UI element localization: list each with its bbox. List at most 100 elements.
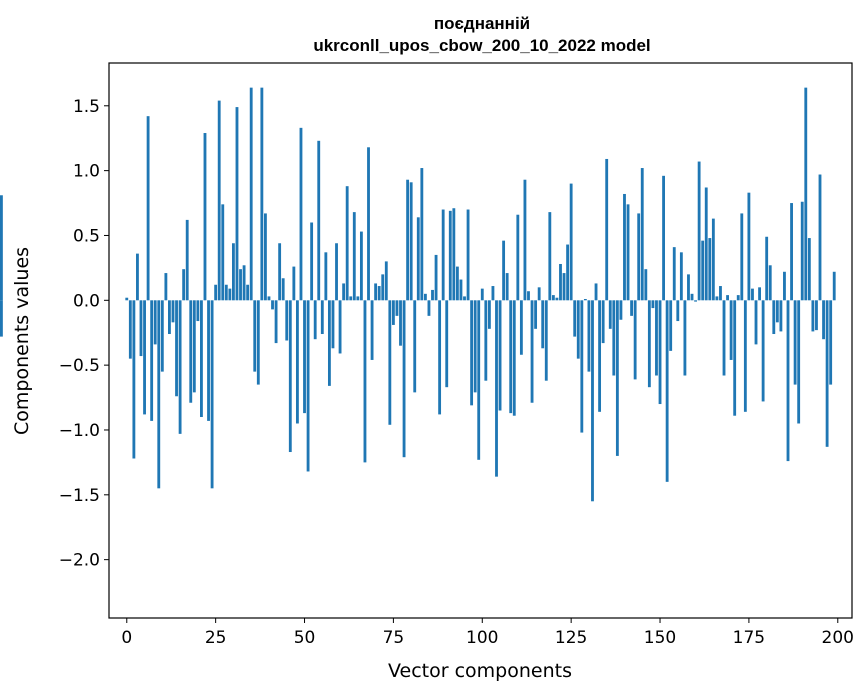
bar: [818, 174, 822, 301]
bar: [633, 300, 637, 380]
bar: [594, 283, 598, 301]
bar: [797, 300, 801, 424]
bar: [150, 300, 154, 421]
bar: [157, 300, 161, 489]
bar: [583, 299, 587, 301]
bar: [423, 293, 427, 301]
bar: [146, 116, 150, 301]
bar: [786, 300, 790, 462]
x-tick-label: 75: [383, 628, 405, 648]
bar: [559, 263, 562, 301]
bar: [640, 168, 644, 301]
bar: [487, 300, 491, 329]
bar: [409, 182, 413, 301]
bar: [765, 236, 769, 301]
bar: [509, 300, 513, 414]
bar: [413, 300, 417, 393]
bar: [544, 300, 548, 381]
bar: [288, 300, 292, 453]
bar: [491, 286, 495, 301]
bar: [519, 300, 523, 355]
bar: [153, 300, 157, 345]
bar: [587, 300, 591, 372]
bar: [580, 300, 584, 433]
bar: [523, 179, 527, 301]
bar: [139, 300, 143, 357]
bar: [406, 179, 410, 301]
bar: [626, 204, 630, 301]
bar: [278, 243, 282, 301]
bar: [363, 300, 367, 463]
bar: [573, 300, 577, 337]
bar: [726, 295, 729, 301]
bar: [420, 168, 424, 301]
bar: [466, 209, 470, 301]
bar: [605, 158, 609, 301]
bar: [349, 296, 353, 301]
bar: [527, 291, 530, 301]
bar: [182, 269, 186, 301]
bar: [534, 300, 538, 329]
bar: [751, 288, 754, 301]
bar: [804, 87, 808, 301]
bar: [441, 209, 445, 301]
bar: [427, 300, 431, 316]
bar: [754, 300, 758, 345]
bar: [274, 300, 278, 344]
bar: [502, 240, 506, 301]
bar: [359, 231, 363, 301]
bar: [445, 300, 449, 388]
bar: [644, 269, 648, 301]
bar: [239, 269, 242, 301]
plot-frame: [108, 62, 853, 619]
bar: [367, 147, 370, 301]
chart-title-line-2: ukrconll_upos_cbow_200_10_2022 model: [313, 36, 650, 55]
bar: [505, 273, 509, 301]
bar: [335, 243, 338, 301]
bar: [338, 300, 342, 354]
bar: [512, 300, 516, 416]
bar: [125, 297, 129, 301]
x-tick-label: 50: [294, 628, 316, 648]
bar: [168, 300, 171, 335]
bar: [612, 300, 616, 376]
bar: [0, 195, 3, 301]
y-axis-label: Components values: [11, 247, 33, 435]
bar: [228, 288, 232, 301]
bar: [264, 213, 267, 301]
bar: [711, 218, 715, 301]
bar: [370, 300, 374, 360]
bar: [402, 300, 406, 458]
bar: [189, 300, 193, 403]
bar: [829, 300, 833, 385]
y-tick-label: 1.0: [73, 162, 100, 182]
bar: [779, 300, 783, 332]
bar: [242, 265, 246, 301]
bar: [800, 201, 804, 301]
bar: [253, 300, 257, 372]
bar: [345, 186, 349, 301]
bar: [434, 254, 438, 301]
bar: [630, 300, 634, 316]
bar: [160, 300, 164, 372]
bar: [598, 300, 602, 412]
bar: [221, 204, 225, 301]
bar: [825, 300, 829, 447]
bar: [655, 300, 658, 376]
x-tick-label: 0: [121, 628, 132, 648]
x-tick-label: 25: [205, 628, 227, 648]
y-tick-label: 0.5: [73, 226, 100, 246]
bar: [285, 300, 289, 341]
bar: [566, 244, 570, 301]
bar: [743, 300, 747, 412]
bar: [455, 266, 459, 301]
bar: [694, 300, 697, 302]
bar: [647, 300, 651, 388]
y-tick-label: 0.0: [73, 291, 100, 311]
chart-title-line-1: поєднанній: [434, 14, 530, 33]
bar: [761, 300, 765, 402]
bar: [374, 283, 378, 301]
bar: [431, 289, 434, 301]
bar: [701, 240, 705, 301]
bar: [292, 266, 296, 301]
